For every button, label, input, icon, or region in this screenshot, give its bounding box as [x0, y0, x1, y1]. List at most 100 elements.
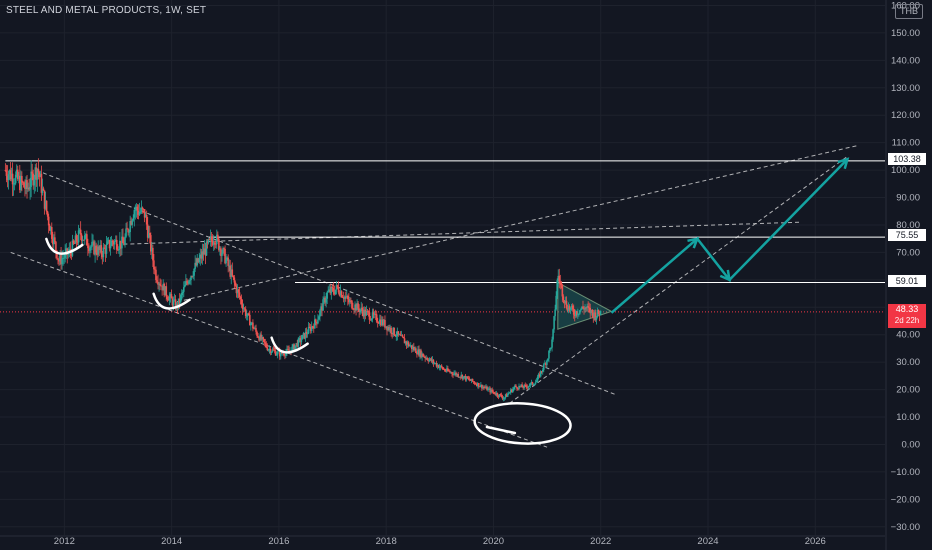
candle-body	[377, 322, 380, 324]
candle-body	[550, 347, 552, 349]
candle-body	[505, 394, 508, 397]
candle-body	[443, 369, 446, 371]
candle-body	[140, 207, 143, 212]
candle-body	[456, 373, 458, 376]
candle-body	[274, 350, 277, 356]
candle-body	[164, 286, 167, 296]
candle-body	[21, 175, 23, 183]
candle-body	[415, 348, 417, 354]
candle-body	[460, 374, 463, 377]
candle-body	[368, 312, 371, 320]
candle-body	[518, 385, 520, 389]
candle-body	[451, 372, 453, 374]
candle-body	[580, 309, 582, 311]
candle-body	[424, 356, 426, 359]
hand-drawn-arc	[152, 292, 191, 310]
candle-body	[502, 398, 505, 399]
candle-body	[99, 245, 102, 250]
candle-body	[577, 313, 579, 315]
candle-body	[579, 310, 581, 314]
candle-body	[558, 275, 561, 282]
y-tick-label: 70.00	[896, 247, 920, 258]
candle-body	[418, 349, 420, 356]
candle-body	[483, 387, 485, 388]
candle-body	[206, 241, 209, 243]
candle-body	[283, 353, 285, 356]
candle-body	[131, 220, 134, 225]
candle-body	[228, 265, 230, 267]
candle-body	[441, 367, 444, 370]
candle-body	[319, 310, 321, 317]
trend-line	[123, 221, 800, 245]
candle-body	[34, 167, 37, 180]
candle-body	[133, 210, 136, 218]
candle-body	[423, 356, 425, 358]
candle-body	[523, 384, 525, 388]
candle-body	[171, 298, 174, 306]
price-level-tag-103: 103.38	[888, 153, 926, 165]
candle-body	[174, 299, 177, 309]
candle-body	[567, 306, 570, 311]
candle-body	[314, 319, 316, 329]
candle-body	[366, 311, 369, 312]
candle-body	[326, 292, 328, 299]
candle-body	[207, 239, 210, 243]
candle-body	[507, 393, 510, 395]
candle-body	[495, 393, 498, 395]
candle-body	[304, 331, 307, 339]
candle-body	[491, 389, 494, 392]
x-tick-label: 2018	[376, 536, 397, 547]
candle-body	[201, 251, 204, 259]
candle-body	[237, 289, 240, 293]
candle-body	[405, 341, 408, 345]
candle-body	[50, 227, 53, 239]
candle-body	[75, 235, 78, 242]
y-tick-label: 150.00	[891, 28, 920, 39]
candle-body	[243, 308, 246, 310]
price-level-tag-59: 59.01	[888, 275, 926, 287]
candle-body	[481, 384, 483, 389]
candle-body	[519, 385, 521, 387]
candle-body	[156, 280, 158, 282]
arrow-head-up	[687, 236, 700, 249]
candle-body	[77, 230, 80, 243]
candle-body	[244, 309, 247, 316]
candle-body	[544, 363, 546, 365]
candle-body	[503, 397, 506, 399]
candle-body	[200, 254, 203, 259]
currency-badge[interactable]: THB	[895, 4, 923, 19]
candle-body	[132, 217, 135, 221]
candle-body	[233, 277, 236, 283]
candle-body	[334, 289, 337, 294]
candle-body	[497, 395, 500, 397]
candle-body	[224, 248, 226, 264]
candle-body	[158, 283, 160, 285]
candle-body	[209, 236, 212, 240]
x-tick-label: 2012	[54, 536, 75, 547]
candle-body	[512, 389, 514, 393]
candle-body	[536, 376, 539, 381]
candle-body	[499, 394, 502, 395]
candle-body	[557, 275, 560, 281]
candle-body	[435, 363, 438, 367]
candle-body	[307, 326, 310, 334]
candle-body	[291, 346, 293, 353]
candle-body	[380, 319, 382, 326]
candle-body	[110, 240, 113, 246]
candle-body	[227, 257, 229, 266]
candle-body	[255, 328, 257, 332]
candle-body	[402, 336, 405, 339]
candle-body	[90, 246, 92, 248]
candle-body	[362, 311, 365, 317]
candle-body	[64, 251, 66, 258]
candle-body	[180, 292, 183, 296]
candle-body	[282, 353, 284, 355]
candle-body	[9, 170, 12, 180]
candle-body	[447, 368, 449, 371]
candle-body	[367, 311, 370, 313]
candle-body	[166, 296, 169, 299]
candle-body	[127, 229, 129, 233]
candle-body	[142, 209, 145, 210]
candle-body	[260, 334, 262, 340]
